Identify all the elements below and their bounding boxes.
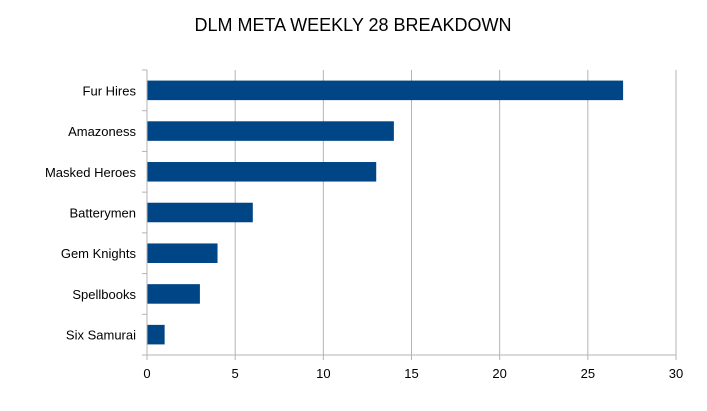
bar-masked-heroes bbox=[147, 162, 377, 182]
category-label: Batterymen bbox=[70, 206, 136, 221]
category-label: Amazoness bbox=[68, 124, 136, 139]
x-tick-label: 0 bbox=[143, 366, 150, 381]
category-label: Masked Heroes bbox=[45, 165, 137, 180]
bar-fur-hires bbox=[147, 80, 624, 101]
gridlines bbox=[146, 70, 677, 360]
chart-title: DLM META WEEKLY 28 BREAKDOWN bbox=[194, 15, 511, 35]
category-label: Fur Hires bbox=[83, 83, 137, 98]
bars bbox=[147, 80, 624, 345]
category-label: Six Samurai bbox=[66, 328, 136, 343]
category-label: Spellbooks bbox=[72, 287, 136, 302]
bar-spellbooks bbox=[147, 284, 200, 304]
x-tick-label: 30 bbox=[669, 366, 683, 381]
bar-six-samurai bbox=[147, 324, 165, 345]
x-tick-label: 5 bbox=[232, 366, 239, 381]
x-tick-label: 20 bbox=[492, 366, 506, 381]
category-label: Gem Knights bbox=[61, 246, 137, 261]
x-tick-label: 15 bbox=[404, 366, 418, 381]
bar-amazoness bbox=[147, 121, 394, 141]
x-tick-label: 25 bbox=[581, 366, 595, 381]
bar-batterymen bbox=[147, 202, 253, 223]
tick-labels: 0 5 10 15 20 25 30 bbox=[143, 366, 683, 381]
bar-gem-knights bbox=[147, 243, 218, 263]
category-labels: Fur Hires Amazoness Masked Heroes Batteryme… bbox=[45, 83, 137, 342]
axes bbox=[142, 69, 676, 356]
x-tick-label: 10 bbox=[316, 366, 330, 381]
